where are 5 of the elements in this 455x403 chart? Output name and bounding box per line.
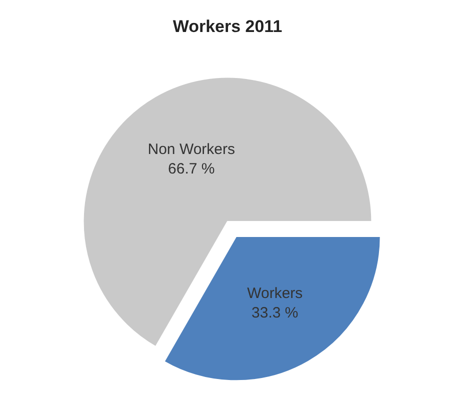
data-label: 66.7 %	[168, 160, 215, 178]
data-label: 33.3 %	[252, 304, 298, 322]
slice-label: Workers	[247, 285, 303, 302]
slice-label: Non Workers	[148, 140, 236, 158]
chart-title: Workers 2011	[172, 17, 282, 36]
